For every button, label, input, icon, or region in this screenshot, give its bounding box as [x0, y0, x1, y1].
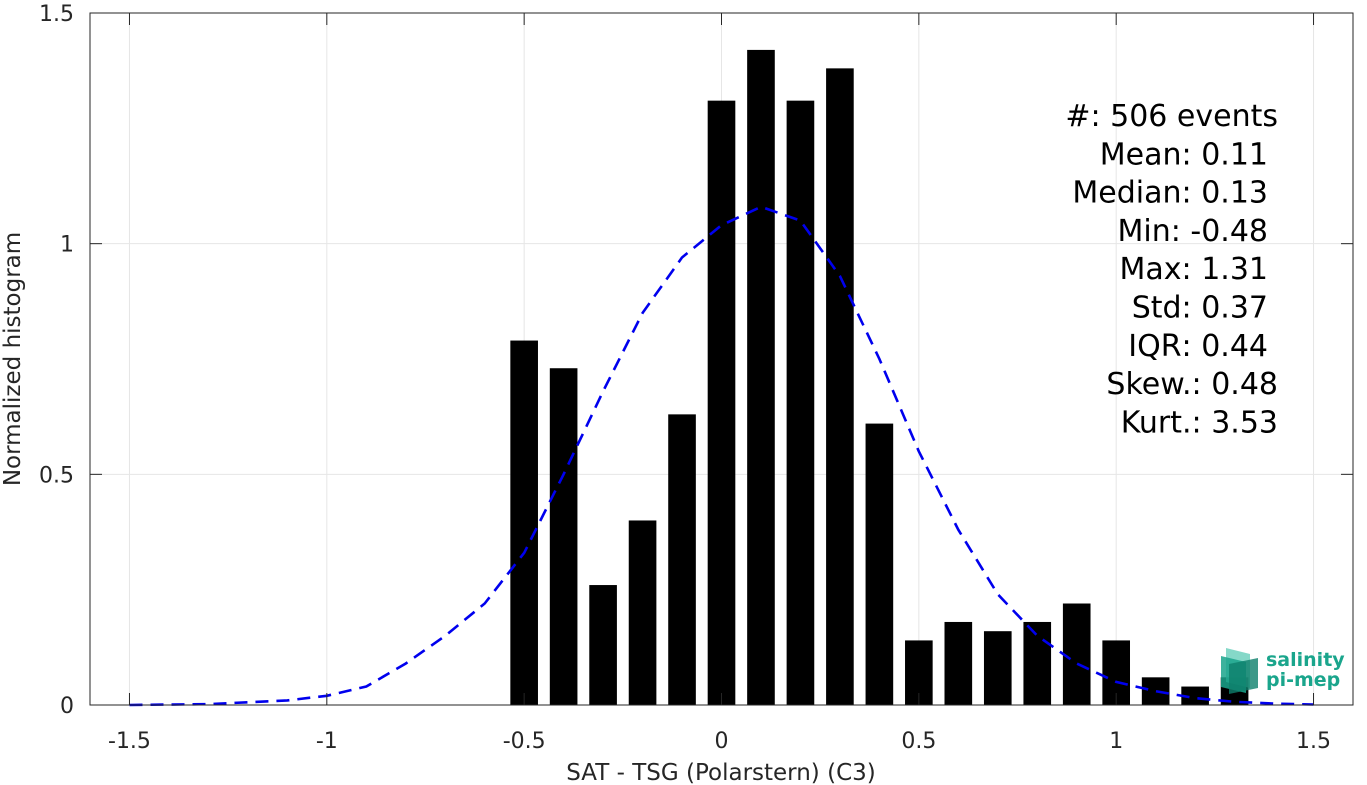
y-tick-label: 1: [60, 233, 74, 258]
bar-series: [510, 49, 1249, 706]
stat-value: : 3.53: [1192, 405, 1278, 440]
stat-label: Std: [1132, 291, 1182, 326]
histogram-bar: [628, 520, 657, 705]
salinity-pi-mep-logo: salinity pi-mep: [1221, 648, 1345, 694]
stat-value: : 0.11: [1182, 137, 1268, 172]
stat-label: Skew.: [1106, 367, 1191, 402]
y-tick-label: 1.5: [39, 2, 74, 27]
logo-line-1: salinity: [1266, 649, 1345, 671]
y-tick-label: 0.5: [39, 463, 74, 488]
x-axis-title: SAT - TSG (Polarstern) (C3): [566, 760, 875, 785]
stat-label: Median: [1072, 176, 1181, 211]
y-axis-title: Normalized histogram: [0, 232, 26, 486]
histogram-bar: [589, 585, 617, 705]
stat-label: #: [1065, 99, 1090, 134]
histogram-bar: [1181, 686, 1209, 705]
histogram-bar: [549, 368, 578, 705]
histogram-bar: [1141, 677, 1170, 705]
stat-label: Max: [1120, 252, 1182, 287]
histogram-bar: [668, 414, 696, 705]
x-tick-label: -0.5: [503, 729, 546, 754]
stat-value: : 1.31: [1182, 252, 1268, 287]
stat-label: IQR: [1128, 329, 1181, 364]
stat-value: : 0.37: [1182, 291, 1268, 326]
stat-label: Kurt.: [1121, 405, 1192, 440]
stat-value: : -0.48: [1171, 214, 1268, 249]
stat-value: : 0.48: [1192, 367, 1278, 402]
histogram-bar: [865, 423, 894, 705]
stat-value: : 0.44: [1182, 329, 1268, 364]
x-tick-label: 0.5: [901, 729, 936, 754]
histogram-bar: [707, 100, 736, 706]
stat-label: Min: [1118, 214, 1171, 249]
axis-ticks: [90, 12, 1353, 706]
logo-mark-icon: [1221, 648, 1258, 694]
stat-value: : 0.13: [1182, 176, 1268, 211]
histogram-bar: [747, 49, 775, 705]
x-tick-label: 1.5: [1296, 729, 1331, 754]
x-tick-label: 1: [1109, 729, 1123, 754]
histogram-bar: [1023, 621, 1052, 705]
axis-tick-labels: -1.5 -1 -0.5 0 0.5 1 1.5 0 0.5 1 1.5: [39, 2, 1331, 754]
x-tick-label: 0: [715, 729, 729, 754]
histogram-bar: [786, 100, 815, 706]
histogram-bar: [983, 631, 1012, 705]
x-tick-label: -1: [316, 729, 338, 754]
histogram-bar: [944, 621, 973, 705]
x-tick-label: -1.5: [108, 729, 151, 754]
y-tick-label: 0: [60, 694, 74, 719]
stat-value: : 506 events: [1090, 99, 1278, 134]
histogram-bar: [510, 340, 538, 705]
stat-label: Mean: [1100, 137, 1182, 172]
logo-line-2: pi-mep: [1266, 669, 1340, 691]
histogram-bar: [1062, 603, 1091, 705]
histogram-bar: [826, 68, 854, 706]
